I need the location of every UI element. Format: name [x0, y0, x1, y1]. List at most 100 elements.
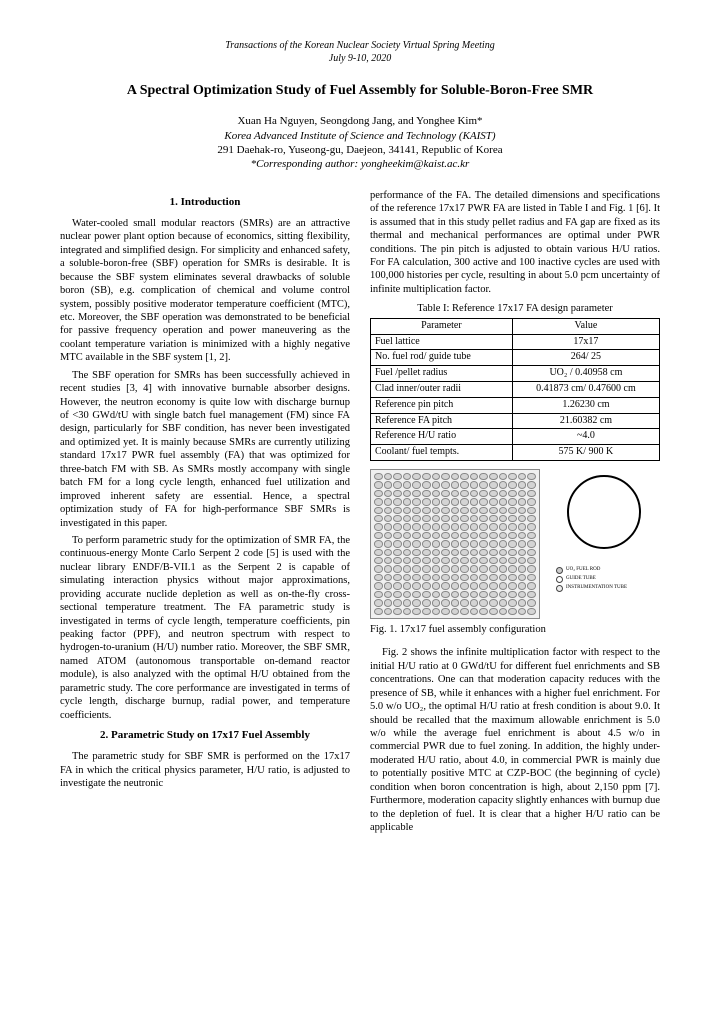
lattice-cell: [374, 498, 383, 505]
lattice-cell: [479, 532, 488, 539]
legend-label: INSTRUMENTATION TUBE: [566, 585, 627, 591]
lattice-cell: [479, 540, 488, 547]
lattice-cell: [432, 498, 441, 505]
lattice-cell: [499, 557, 508, 564]
lattice-cell: [422, 574, 431, 581]
lattice-cell: [441, 540, 450, 547]
lattice-cell: [432, 591, 441, 598]
table-cell: Fuel /pellet radius: [371, 366, 513, 382]
figure-legend: UO₂ FUEL ROD GUIDE TUBE INSTRUMENTATION …: [556, 567, 627, 592]
lattice-cell: [451, 557, 460, 564]
lattice-cell: [489, 549, 498, 556]
lattice-cell: [374, 515, 383, 522]
lattice-cell: [508, 608, 517, 615]
lattice-cell: [422, 565, 431, 572]
lattice-cell: [432, 540, 441, 547]
lattice-cell: [508, 498, 517, 505]
lattice-cell: [479, 507, 488, 514]
lattice-cell: [412, 591, 421, 598]
lattice-cell: [403, 565, 412, 572]
lattice-cell: [412, 557, 421, 564]
lattice-cell: [508, 574, 517, 581]
lattice-cell: [441, 523, 450, 530]
lattice-cell: [412, 540, 421, 547]
table-cell: 21.60382 cm: [512, 413, 659, 429]
lattice-cell: [527, 599, 536, 606]
lattice-cell: [460, 473, 469, 480]
lattice-cell: [470, 549, 479, 556]
lattice-cell: [489, 591, 498, 598]
swatch-icon: [556, 585, 563, 592]
lattice-cell: [384, 490, 393, 497]
lattice-cell: [479, 549, 488, 556]
lattice-cell: [432, 523, 441, 530]
lattice-cell: [460, 540, 469, 547]
lattice-cell: [432, 608, 441, 615]
rod-ring-icon: [567, 475, 641, 549]
lattice-cell: [432, 599, 441, 606]
lattice-cell: [441, 515, 450, 522]
lattice-cell: [374, 523, 383, 530]
lattice-cell: [460, 549, 469, 556]
lattice-cell: [374, 608, 383, 615]
figure-1: UO₂ FUEL ROD GUIDE TUBE INSTRUMENTATION …: [370, 469, 660, 619]
lattice-cell: [518, 507, 527, 514]
lattice-cell: [403, 498, 412, 505]
lattice-cell: [384, 557, 393, 564]
lattice-cell: [412, 599, 421, 606]
corresponding-author: *Corresponding author: yongheekim@kaist.…: [60, 157, 660, 171]
lattice-cell: [518, 523, 527, 530]
lattice-cell: [499, 549, 508, 556]
lattice-cell: [384, 532, 393, 539]
lattice-cell: [384, 582, 393, 589]
lattice-cell: [393, 490, 402, 497]
lattice-cell: [422, 473, 431, 480]
lattice-cell: [451, 490, 460, 497]
lattice-cell: [374, 582, 383, 589]
lattice-cell: [403, 532, 412, 539]
lattice-cell: [489, 481, 498, 488]
lattice-cell: [451, 507, 460, 514]
lattice-cell: [479, 574, 488, 581]
table-cell: No. fuel rod/ guide tube: [371, 350, 513, 366]
lattice-cell: [460, 582, 469, 589]
table-cell: Clad inner/outer radii: [371, 381, 513, 397]
lattice-cell: [527, 591, 536, 598]
lattice-cell: [393, 498, 402, 505]
table-cell: 0.41873 cm/ 0.47600 cm: [512, 381, 659, 397]
two-column-layout: 1. Introduction Water-cooled small modul…: [60, 189, 660, 839]
lattice-cell: [384, 515, 393, 522]
lattice-cell: [374, 565, 383, 572]
lattice-cell: [451, 473, 460, 480]
lattice-cell: [518, 565, 527, 572]
table-cell: ~4.0: [512, 429, 659, 445]
lattice-cell: [441, 591, 450, 598]
lattice-cell: [470, 481, 479, 488]
lattice-cell: [460, 481, 469, 488]
legend-row: GUIDE TUBE: [556, 576, 627, 583]
lattice-cell: [451, 574, 460, 581]
lattice-cell: [508, 515, 517, 522]
lattice-cell: [412, 498, 421, 505]
table-cell: Fuel lattice: [371, 334, 513, 350]
lattice-cell: [470, 540, 479, 547]
lattice-cell: [460, 532, 469, 539]
lattice-cell: [470, 574, 479, 581]
lattice-cell: [499, 532, 508, 539]
authors: Xuan Ha Nguyen, Seongdong Jang, and Yong…: [60, 114, 660, 128]
lattice-cell: [470, 582, 479, 589]
conference-meta: Transactions of the Korean Nuclear Socie…: [60, 40, 660, 66]
lattice-cell: [508, 557, 517, 564]
lattice-cell: [499, 507, 508, 514]
lattice-cell: [499, 582, 508, 589]
legend-row: UO₂ FUEL ROD: [556, 567, 627, 574]
lattice-cell: [479, 557, 488, 564]
lattice-cell: [422, 608, 431, 615]
lattice-cell: [403, 582, 412, 589]
figure-1-caption: Fig. 1. 17x17 fuel assembly configuratio…: [370, 623, 660, 636]
lattice-cell: [441, 490, 450, 497]
lattice-cell: [518, 473, 527, 480]
lattice-cell: [393, 507, 402, 514]
lattice-cell: [374, 574, 383, 581]
lattice-cell: [393, 515, 402, 522]
